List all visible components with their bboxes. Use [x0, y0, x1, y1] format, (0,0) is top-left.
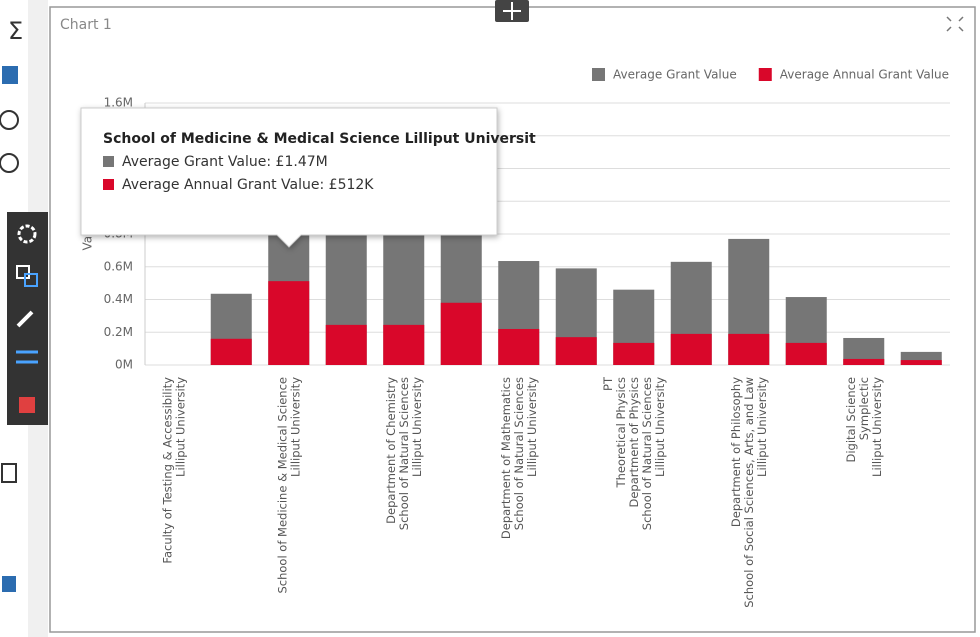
bar — [670, 333, 712, 365]
bar — [785, 342, 827, 365]
expand-icon[interactable] — [946, 16, 964, 32]
bar — [268, 281, 310, 365]
resize-button-part — [24, 273, 38, 287]
bar — [613, 342, 655, 365]
delete-button[interactable] — [19, 397, 35, 413]
y-tick-label: 1.6M — [104, 96, 133, 110]
swap-button[interactable] — [16, 350, 38, 364]
bar — [498, 328, 540, 365]
y-tick-label: 0.4M — [104, 292, 133, 306]
tooltip: School of Medicine & Medical Science Lil… — [80, 107, 536, 248]
bar — [728, 333, 770, 365]
panel-icon[interactable] — [2, 576, 16, 592]
scatter-icon[interactable] — [0, 110, 19, 130]
tooltip-line: Average Grant Value: £1.47M — [122, 154, 328, 170]
y-tick-label: 0M — [115, 358, 133, 372]
legend-label: Average Annual Grant Value — [780, 68, 949, 82]
bar — [555, 337, 597, 365]
resize-button[interactable] — [16, 265, 30, 279]
bar — [900, 360, 942, 365]
tooltip-line: Average Annual Grant Value: £512K — [122, 177, 374, 193]
x-tick-label: Department of MathematicsSchool of Natur… — [498, 377, 538, 539]
bar — [210, 338, 252, 365]
x-tick-label: Department of ChemistrySchool of Natural… — [383, 377, 423, 530]
legend-label: Average Grant Value — [613, 68, 737, 82]
bar — [843, 358, 885, 365]
tooltip-title: School of Medicine & Medical Science Lil… — [103, 131, 536, 147]
x-tick-label: Digital ScienceSymplecticLilliput Univer… — [843, 377, 883, 477]
legend-swatch — [592, 68, 605, 81]
y-tick-label: 0.2M — [104, 325, 133, 339]
sum-icon: Σ — [8, 17, 23, 45]
x-tick-label: Faculty of Testing & AccessibilityLillip… — [160, 377, 187, 564]
copy-icon[interactable] — [1, 463, 17, 483]
x-tick-label: School of Medicine & Medical ScienceLill… — [275, 377, 302, 594]
wrench-button[interactable] — [16, 310, 34, 328]
tooltip-box — [80, 107, 498, 248]
gauge-icon[interactable] — [0, 153, 19, 173]
tooltip-swatch — [103, 179, 114, 190]
settings-button[interactable] — [17, 224, 37, 244]
bar — [383, 324, 425, 365]
panel-title: Chart 1 — [60, 17, 112, 33]
sidebar-icons: Σ — [0, 17, 23, 592]
bar — [440, 302, 482, 365]
bar — [325, 324, 367, 365]
x-tick-label: Department of PhilosophySchool of Social… — [728, 377, 768, 608]
y-tick-label: 0.6M — [104, 259, 133, 273]
layout-icon[interactable] — [2, 66, 18, 84]
x-tick-label: PTTheoretical PhysicsDepartment of Physi… — [600, 376, 666, 530]
tooltip-swatch — [103, 156, 114, 167]
floating-toolbar — [7, 212, 48, 425]
legend-swatch — [758, 68, 772, 81]
move-icon — [503, 2, 521, 20]
